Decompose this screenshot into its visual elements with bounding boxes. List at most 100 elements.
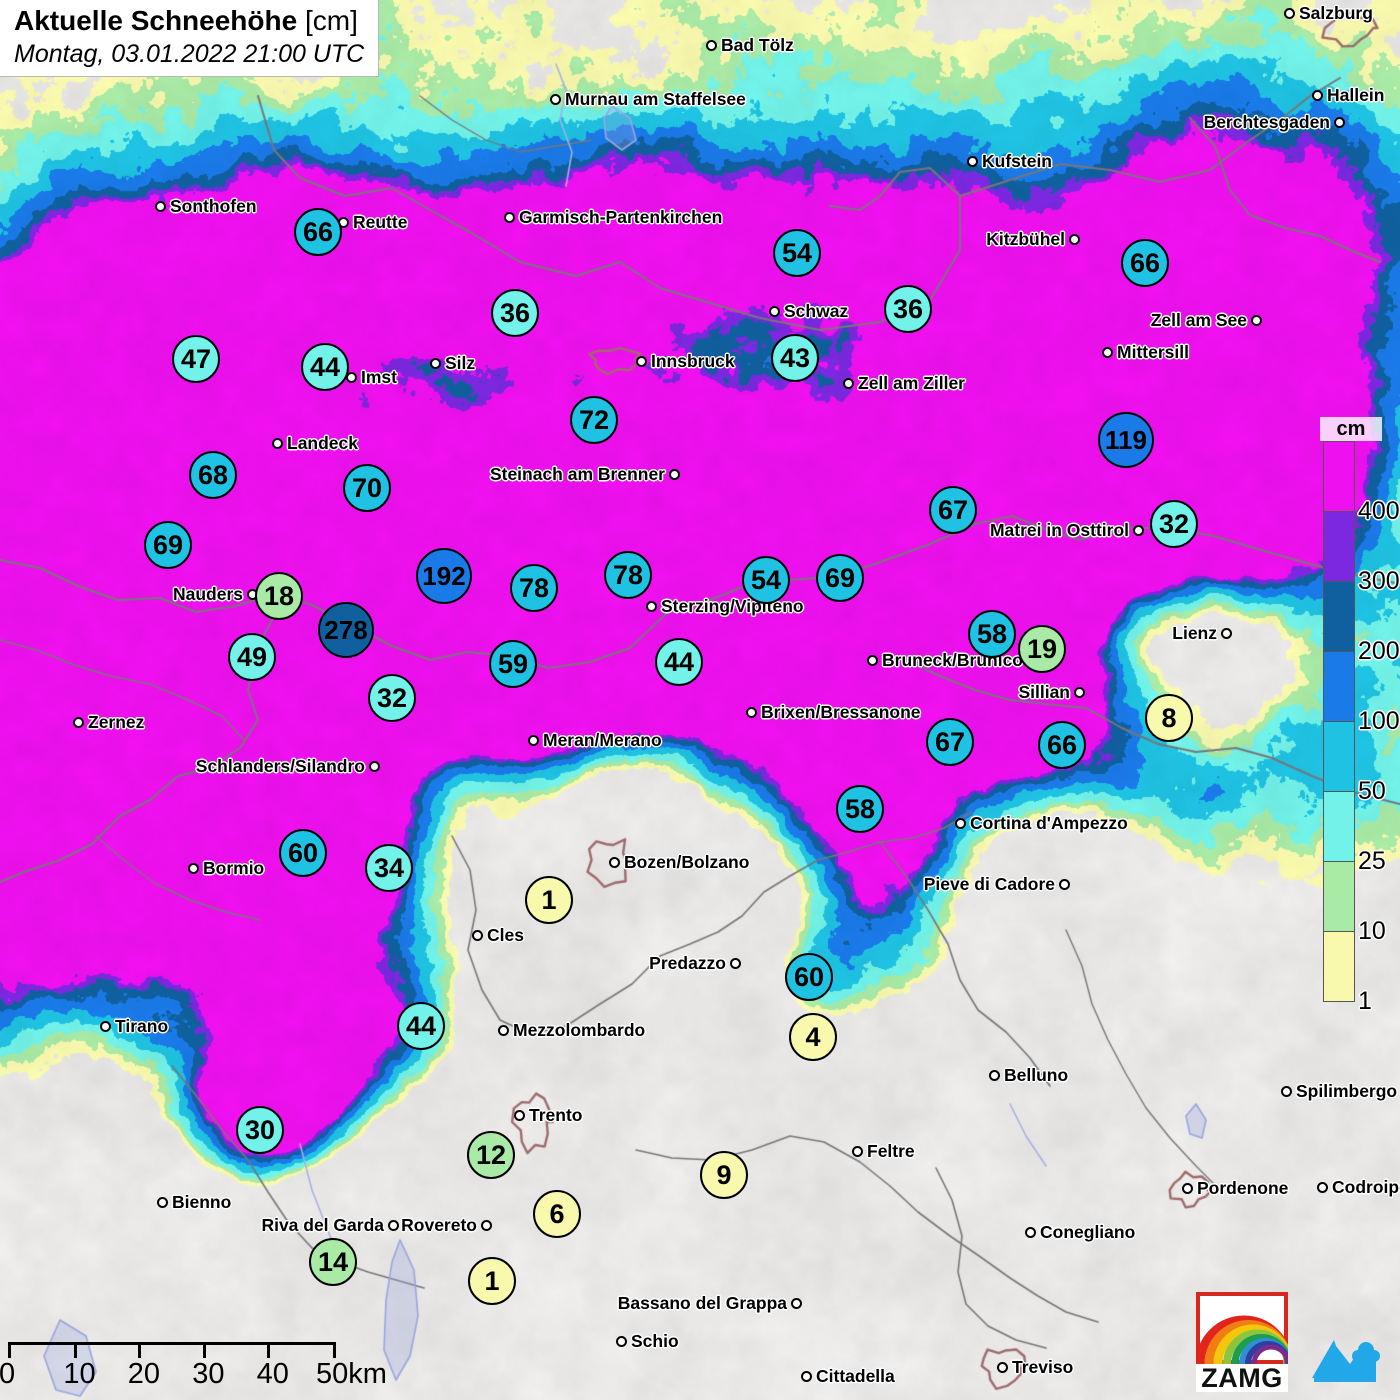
station-value-marker[interactable]: 44	[397, 1002, 445, 1050]
legend-tick-400: 400	[1358, 497, 1400, 525]
city-name: Cles	[487, 925, 524, 945]
station-value-text: 44	[309, 351, 341, 382]
city-label: Kitzbühel	[0, 229, 1080, 249]
station-value-marker[interactable]: 9	[700, 1151, 748, 1199]
city-label: Bassano del Grappa	[0, 1294, 802, 1312]
station-value-marker[interactable]: 44	[655, 638, 703, 686]
station-value-marker[interactable]: 32	[1150, 500, 1198, 548]
city-marker-dot	[1025, 1227, 1036, 1238]
station-value-marker[interactable]: 54	[773, 229, 821, 277]
station-value-marker[interactable]: 69	[816, 554, 864, 602]
station-value-marker[interactable]: 59	[489, 640, 537, 688]
city-marker-dot	[472, 930, 483, 941]
city-name: Bad Tölz	[721, 35, 794, 55]
station-value-marker[interactable]: 6	[533, 1190, 581, 1238]
map-title-box: Aktuelle Schneehöhe [cm] Montag, 03.01.2…	[0, 0, 380, 77]
city-name: Sonthofen	[170, 196, 257, 216]
city-marker-dot	[1317, 1182, 1328, 1193]
station-value-marker[interactable]: 58	[968, 610, 1016, 658]
city-label: Sillian	[0, 683, 1085, 701]
station-value-marker[interactable]: 67	[929, 486, 977, 534]
station-value-marker[interactable]: 47	[172, 335, 220, 383]
city-name: Schio	[631, 1331, 679, 1351]
station-value-marker[interactable]: 14	[309, 1238, 357, 1286]
geosphere-mountain-cloud-icon[interactable]	[1310, 1330, 1380, 1386]
city-marker-dot	[528, 735, 539, 746]
city-name: Zell am Ziller	[858, 373, 965, 393]
city-marker-dot	[514, 1110, 525, 1121]
station-value-marker[interactable]: 1	[525, 876, 573, 924]
station-value-text: 67	[937, 494, 969, 525]
scale-label-30: 30	[192, 1358, 225, 1390]
city-label: Zell am See	[0, 311, 1262, 329]
station-value-text: 44	[663, 646, 695, 677]
station-value-marker[interactable]: 30	[236, 1106, 284, 1154]
station-value-marker[interactable]: 32	[368, 674, 416, 722]
station-value-text: 47	[180, 343, 212, 374]
station-value-marker[interactable]: 66	[294, 208, 342, 256]
city-label: Predazzo	[0, 954, 741, 972]
station-value-marker[interactable]: 54	[742, 556, 790, 604]
station-value-marker[interactable]: 1	[468, 1257, 516, 1305]
station-value-marker[interactable]: 68	[189, 451, 237, 499]
city-marker-dot	[1334, 117, 1345, 128]
station-value-marker[interactable]: 43	[771, 334, 819, 382]
station-value-marker[interactable]: 119	[1098, 412, 1154, 468]
station-value-marker[interactable]: 34	[365, 844, 413, 892]
city-name: Nauders	[172, 584, 243, 604]
city-marker-dot	[73, 717, 84, 728]
city-marker-dot	[157, 1197, 168, 1208]
legend-color-bar: 400 300 200 100 50 25 10 1	[1323, 441, 1400, 1014]
city-label: Cortina d'Ampezzo	[955, 814, 1128, 832]
legend-swatch-25: 25	[1324, 792, 1386, 874]
station-value-marker[interactable]: 8	[1145, 694, 1193, 742]
city-name: Kitzbühel	[986, 229, 1065, 249]
station-value-text: 70	[351, 472, 383, 503]
station-value-marker[interactable]: 19	[1018, 625, 1066, 673]
city-marker-dot	[1281, 1086, 1292, 1097]
city-name: Feltre	[867, 1141, 915, 1161]
station-value-marker[interactable]: 66	[1038, 721, 1086, 769]
city-marker-dot	[1133, 525, 1144, 536]
city-label: Silz	[430, 354, 475, 372]
station-value-marker[interactable]: 58	[836, 785, 884, 833]
station-value-marker[interactable]: 78	[510, 564, 558, 612]
city-label: Lienz	[0, 624, 1232, 642]
station-value-marker[interactable]: 4	[789, 1013, 837, 1061]
station-value-marker[interactable]: 69	[144, 521, 192, 569]
station-value-marker[interactable]: 278	[318, 602, 374, 658]
city-marker-dot	[955, 818, 966, 829]
city-name: Bienno	[172, 1192, 232, 1212]
station-value-marker[interactable]: 78	[604, 551, 652, 599]
scale-bar-track	[8, 1342, 336, 1358]
city-name: Trento	[529, 1105, 583, 1125]
station-value-marker[interactable]: 67	[926, 718, 974, 766]
scale-tick-30	[202, 1345, 206, 1358]
station-value-marker[interactable]: 49	[228, 633, 276, 681]
station-value-marker[interactable]: 18	[255, 572, 303, 620]
station-value-marker[interactable]: 44	[301, 343, 349, 391]
legend-swatch-100: 100	[1324, 652, 1400, 734]
city-name: Sterzing/Vipiteno	[661, 596, 804, 616]
station-value-marker[interactable]: 12	[467, 1131, 515, 1179]
station-value-marker[interactable]: 72	[570, 396, 618, 444]
station-value-marker[interactable]: 66	[1121, 239, 1169, 287]
city-label: Pieve di Cadore	[0, 875, 1070, 893]
scale-tick-40	[267, 1345, 271, 1358]
city-marker-dot	[369, 761, 380, 772]
legend-tick-1: 1	[1358, 987, 1372, 1015]
station-value-marker[interactable]: 36	[884, 285, 932, 333]
city-label: Zell am Ziller	[843, 373, 965, 393]
city-marker-dot	[636, 356, 647, 367]
city-marker-dot	[498, 1025, 509, 1036]
legend-swatch-200: 200	[1324, 582, 1400, 664]
station-value-marker[interactable]: 36	[491, 289, 539, 337]
zamg-logo[interactable]: ZAMG	[1195, 1291, 1293, 1392]
city-marker-dot	[852, 1146, 863, 1157]
city-label: Cittadella	[801, 1367, 895, 1385]
station-value-marker[interactable]: 60	[785, 953, 833, 1001]
station-value-marker[interactable]: 192	[416, 548, 472, 604]
station-value-marker[interactable]: 60	[279, 829, 327, 877]
station-value-text: 119	[1105, 424, 1147, 455]
station-value-marker[interactable]: 70	[343, 464, 391, 512]
